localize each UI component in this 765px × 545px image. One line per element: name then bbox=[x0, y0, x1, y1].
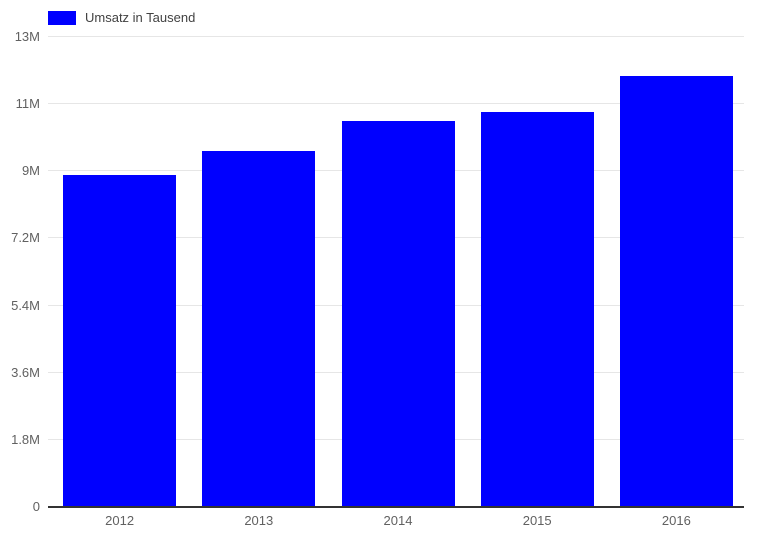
y-axis-tick-label: 13M bbox=[14, 29, 40, 44]
legend-label: Umsatz in Tausend bbox=[85, 10, 196, 25]
bar-2015[interactable] bbox=[480, 111, 594, 507]
y-axis-tick-label: 1.8M bbox=[11, 431, 40, 447]
bar-2016[interactable] bbox=[619, 76, 733, 507]
y-axis-tick-label: 11M bbox=[15, 96, 40, 112]
x-axis-tick-label: 2015 bbox=[522, 513, 552, 528]
plot-area bbox=[48, 36, 744, 508]
y-axis-tick-label: 0 bbox=[32, 499, 40, 514]
x-axis-tick-label: 2012 bbox=[105, 513, 135, 528]
y-axis-tick-label: 7.2M bbox=[11, 230, 40, 246]
bar-2014[interactable] bbox=[341, 120, 455, 507]
x-axis-tick-label: 2013 bbox=[244, 513, 274, 528]
gridline bbox=[48, 36, 744, 37]
legend-color-swatch bbox=[48, 11, 76, 25]
bar-2013[interactable] bbox=[202, 150, 316, 507]
x-axis-tick-label: 2014 bbox=[383, 513, 413, 528]
bar-2012[interactable] bbox=[63, 175, 177, 507]
y-axis-tick-label: 5.4M bbox=[11, 297, 40, 313]
x-axis-tick-label: 2016 bbox=[661, 513, 691, 528]
gridline bbox=[48, 103, 744, 105]
y-axis-tick-label: 3.6M bbox=[11, 364, 40, 380]
chart-legend: Umsatz in Tausend bbox=[48, 11, 195, 25]
x-axis-baseline bbox=[48, 506, 744, 508]
y-axis-tick-label: 9M bbox=[21, 163, 40, 179]
